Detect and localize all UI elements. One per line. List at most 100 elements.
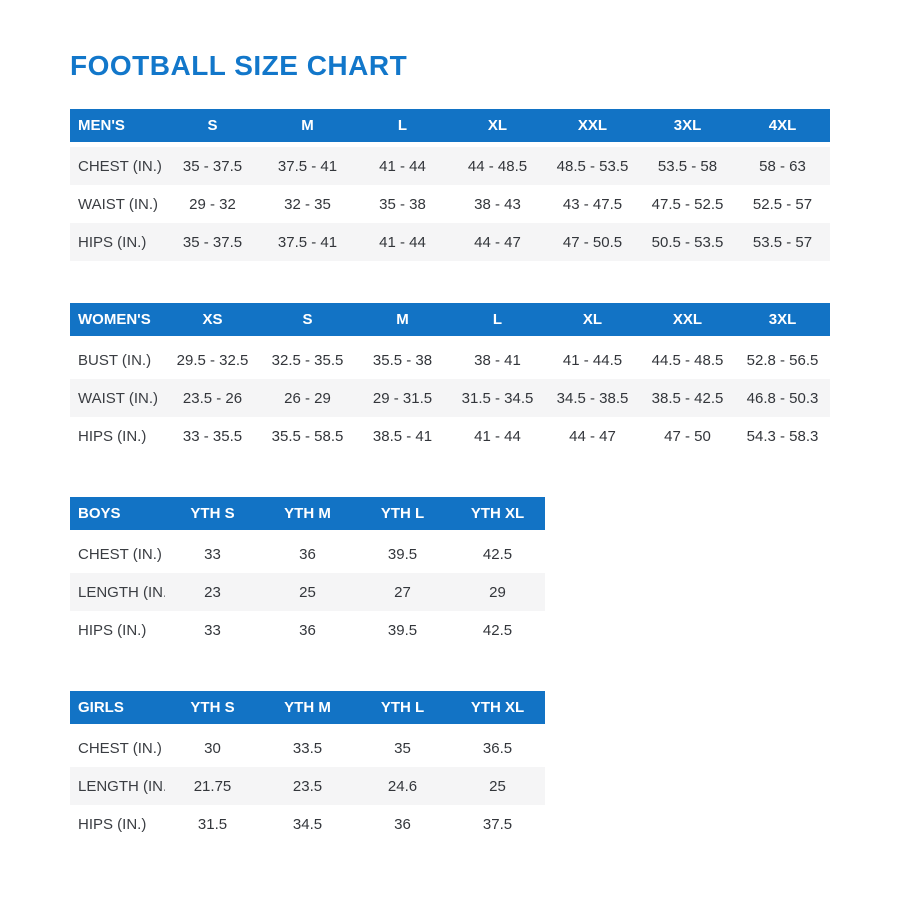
column-header: YTH L: [380, 699, 425, 716]
size-value: 33 - 35.5: [182, 427, 243, 445]
table-header-row: GIRLS YTH S YTH M YTH L YTH XL: [70, 691, 545, 724]
column-header: YTH M: [284, 505, 331, 522]
table-header-row: MEN'S S M L XL XXL 3XL 4XL: [70, 109, 830, 142]
column-header: S: [302, 311, 313, 328]
size-value: 32.5 - 35.5: [271, 351, 344, 369]
table-row: HIPS (IN.) 31.5 34.5 36 37.5: [70, 805, 545, 843]
size-value: 35 - 37.5: [182, 157, 243, 175]
row-label: WAIST (IN.): [78, 195, 158, 213]
size-value: 39.5: [387, 621, 418, 639]
column-header: M: [396, 311, 409, 328]
column-header: XS: [202, 311, 223, 328]
size-value: 32 - 35: [284, 195, 331, 213]
size-value: 43 - 47.5: [562, 195, 623, 213]
womens-size-table: WOMEN'S XS S M L XL XXL 3XL BUST (IN.) 29.5 - 32.…: [70, 303, 830, 455]
column-header: XL: [487, 117, 508, 134]
size-value: 38.5 - 42.5: [651, 389, 724, 407]
size-value: 31.5 - 34.5: [461, 389, 534, 407]
column-header: YTH S: [190, 699, 235, 716]
table-row: LENGTH (IN.) 23 25 27 29: [70, 573, 545, 611]
size-value: 50.5 - 53.5: [651, 233, 724, 251]
size-value: 53.5 - 57: [752, 233, 813, 251]
table-row: CHEST (IN.) 30 33.5 35 36.5: [70, 729, 545, 767]
size-value: 31.5: [197, 815, 228, 833]
column-header: 4XL: [768, 117, 797, 134]
size-value: 38.5 - 41: [372, 427, 433, 445]
row-label: HIPS (IN.): [78, 621, 147, 639]
size-value: 41 - 44: [379, 233, 426, 251]
size-value: 47 - 50: [664, 427, 711, 445]
size-value: 36: [299, 621, 316, 639]
size-value: 35 - 38: [379, 195, 426, 213]
table-row: LENGTH (IN.) 21.75 23.5 24.6 25: [70, 767, 545, 805]
size-value: 29 - 32: [189, 195, 236, 213]
table-title: BOYS: [78, 505, 121, 522]
column-header: L: [492, 311, 503, 328]
row-label: HIPS (IN.): [78, 427, 147, 445]
size-value: 46.8 - 50.3: [746, 389, 819, 407]
row-label: CHEST (IN.): [78, 545, 162, 563]
column-header: YTH XL: [470, 505, 525, 522]
size-value: 47 - 50.5: [562, 233, 623, 251]
size-value: 24.6: [387, 777, 418, 795]
girls-size-table: GIRLS YTH S YTH M YTH L YTH XL CHEST (IN.) 30 3…: [70, 691, 545, 843]
column-header: XL: [582, 311, 603, 328]
size-value: 23: [204, 583, 221, 601]
table-row: CHEST (IN.) 35 - 37.5 37.5 - 41 41 - 44 44 -…: [70, 147, 830, 185]
size-value: 23.5: [292, 777, 323, 795]
size-value: 53.5 - 58: [657, 157, 718, 175]
size-value: 38 - 43: [474, 195, 521, 213]
size-value: 35.5 - 58.5: [271, 427, 344, 445]
size-value: 36: [394, 815, 411, 833]
table-header-row: BOYS YTH S YTH M YTH L YTH XL: [70, 497, 545, 530]
table-title: WOMEN'S: [78, 311, 151, 328]
row-label: HIPS (IN.): [78, 815, 147, 833]
size-value: 30: [204, 739, 221, 757]
size-value: 41 - 44.5: [562, 351, 623, 369]
table-row: BUST (IN.) 29.5 - 32.5 32.5 - 35.5 35.5 - 3…: [70, 341, 830, 379]
column-header: XXL: [577, 117, 608, 134]
row-label: BUST (IN.): [78, 351, 152, 369]
size-value: 47.5 - 52.5: [651, 195, 724, 213]
column-header: M: [301, 117, 314, 134]
column-header: L: [397, 117, 408, 134]
table-row: WAIST (IN.) 29 - 32 32 - 35 35 - 38 38 - 43 4…: [70, 185, 830, 223]
size-value: 27: [394, 583, 411, 601]
size-value: 48.5 - 53.5: [556, 157, 629, 175]
size-value: 38 - 41: [474, 351, 521, 369]
size-value: 21.75: [193, 777, 232, 795]
size-value: 29 - 31.5: [372, 389, 433, 407]
table-row: HIPS (IN.) 35 - 37.5 37.5 - 41 41 - 44 44 - …: [70, 223, 830, 261]
row-label: LENGTH (IN.): [78, 777, 165, 795]
size-value: 33: [204, 621, 221, 639]
size-value: 41 - 44: [379, 157, 426, 175]
size-value: 37.5: [482, 815, 513, 833]
size-value: 25: [489, 777, 506, 795]
size-value: 35.5 - 38: [372, 351, 433, 369]
row-label: CHEST (IN.): [78, 739, 162, 757]
row-label: HIPS (IN.): [78, 233, 147, 251]
size-value: 52.5 - 57: [752, 195, 813, 213]
size-value: 37.5 - 41: [277, 233, 338, 251]
size-value: 39.5: [387, 545, 418, 563]
size-value: 34.5 - 38.5: [556, 389, 629, 407]
size-value: 52.8 - 56.5: [746, 351, 819, 369]
size-value: 44.5 - 48.5: [651, 351, 724, 369]
size-value: 36: [299, 545, 316, 563]
column-header: S: [207, 117, 218, 134]
size-value: 42.5: [482, 621, 513, 639]
table-header-row: WOMEN'S XS S M L XL XXL 3XL: [70, 303, 830, 336]
size-value: 29.5 - 32.5: [176, 351, 249, 369]
column-header: YTH XL: [470, 699, 525, 716]
size-value: 41 - 44: [474, 427, 521, 445]
row-label: CHEST (IN.): [78, 157, 162, 175]
size-value: 35 - 37.5: [182, 233, 243, 251]
size-value: 34.5: [292, 815, 323, 833]
size-value: 25: [299, 583, 316, 601]
size-value: 37.5 - 41: [277, 157, 338, 175]
table-title: MEN'S: [78, 117, 125, 134]
column-header: YTH L: [380, 505, 425, 522]
table-row: CHEST (IN.) 33 36 39.5 42.5: [70, 535, 545, 573]
size-value: 44 - 48.5: [467, 157, 528, 175]
boys-size-table: BOYS YTH S YTH M YTH L YTH XL CHEST (IN.) 33 36…: [70, 497, 545, 649]
